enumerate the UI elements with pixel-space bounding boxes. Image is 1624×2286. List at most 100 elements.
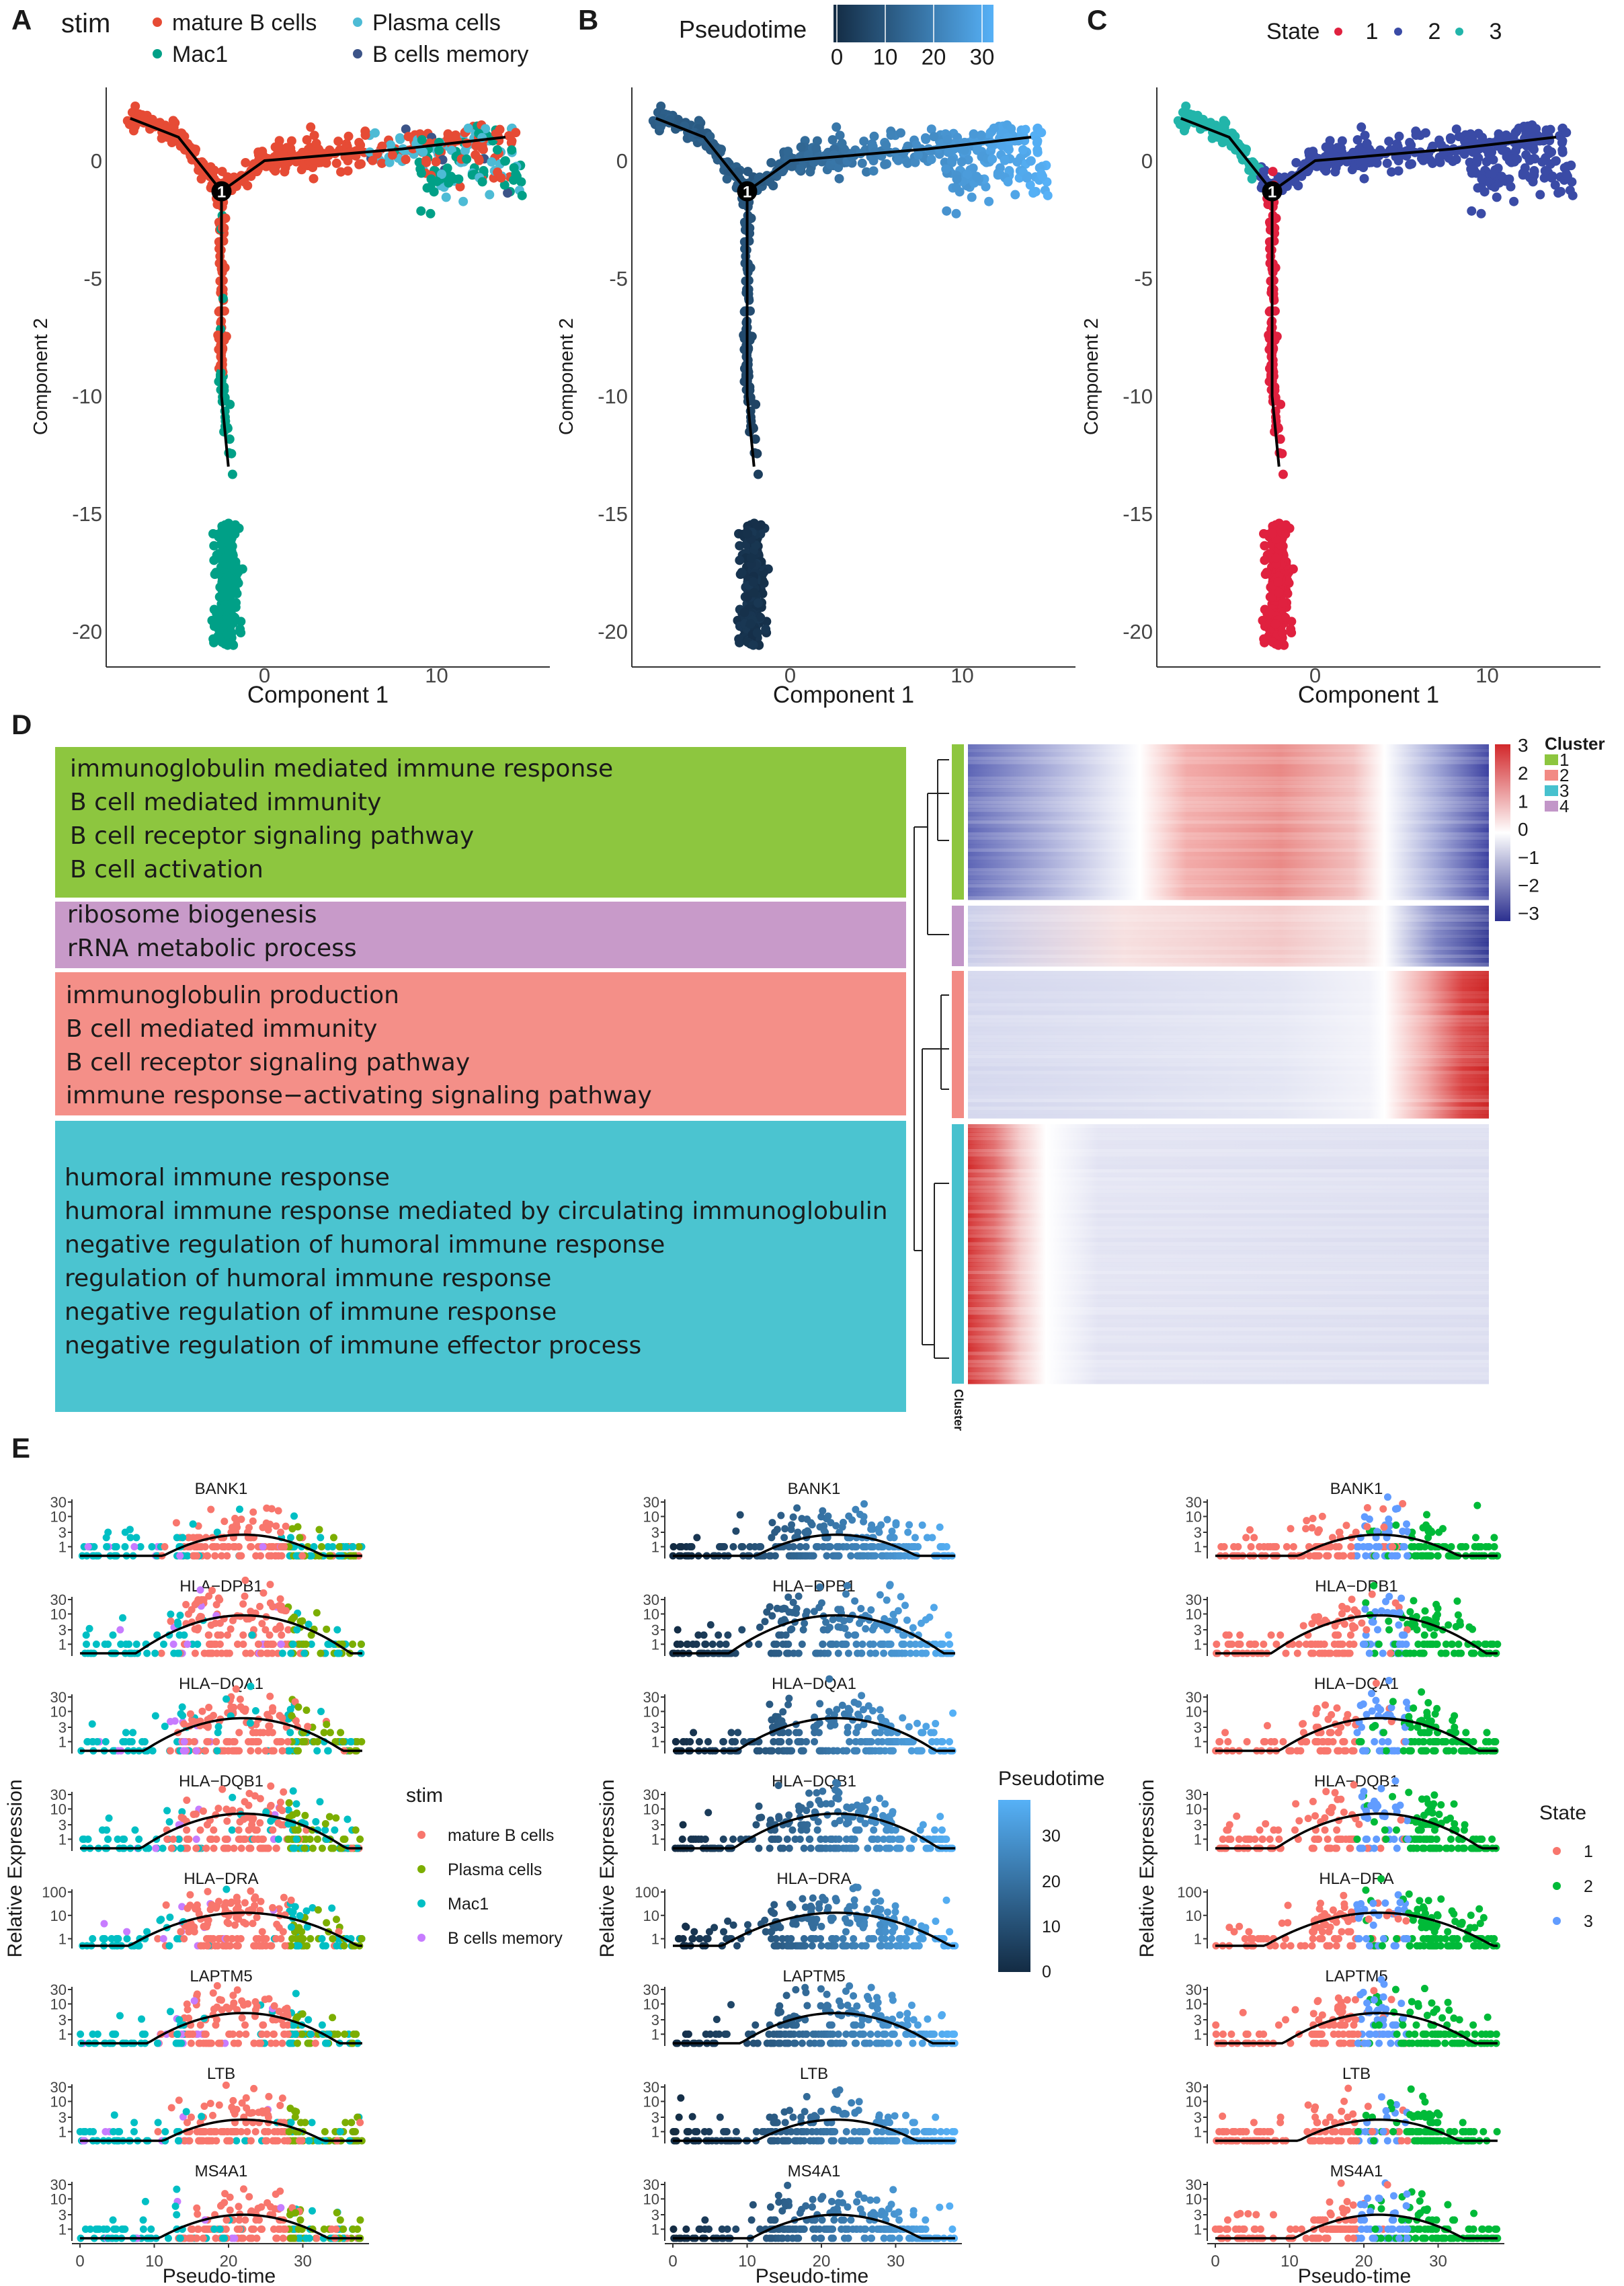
data-point <box>189 1717 197 1725</box>
cell-point <box>512 171 522 182</box>
heatmap-row <box>968 906 1489 910</box>
panel-label: E <box>11 1432 30 1464</box>
data-point <box>692 1640 700 1648</box>
data-point <box>317 1534 325 1542</box>
data-point <box>846 1737 854 1745</box>
data-point <box>1430 1631 1438 1639</box>
data-point <box>329 1534 337 1542</box>
heatmap-row <box>968 1050 1489 1055</box>
cell-point <box>880 159 890 169</box>
heatmap-row <box>968 764 1489 769</box>
data-point <box>886 1534 894 1542</box>
data-point <box>1432 1614 1440 1622</box>
cell-point <box>434 145 444 155</box>
data-point <box>329 1542 337 1550</box>
cell-point <box>443 129 453 139</box>
cell-point <box>1286 624 1296 634</box>
data-point <box>161 1542 169 1550</box>
legend-dot <box>353 49 362 58</box>
cell-point <box>130 101 140 111</box>
legend-label: 3 <box>1490 19 1502 44</box>
data-point <box>1494 1640 1502 1648</box>
cell-point <box>1405 159 1415 169</box>
cell-point <box>835 130 845 141</box>
heatmap-row <box>968 807 1489 813</box>
y-tick-label: -20 <box>72 620 102 643</box>
data-point <box>175 1649 183 1657</box>
data-point <box>876 1591 884 1599</box>
data-point <box>911 1534 919 1542</box>
data-point <box>1410 1704 1418 1712</box>
data-point <box>1490 1542 1498 1550</box>
heatmap-row <box>968 1098 1489 1103</box>
data-point <box>1334 1640 1342 1648</box>
cell-point <box>218 214 229 225</box>
data-point <box>875 1542 883 1550</box>
data-point <box>298 1617 307 1625</box>
data-point <box>890 1649 898 1657</box>
cell-point <box>1026 156 1036 166</box>
cell-point <box>746 553 756 563</box>
cell-point <box>967 192 977 202</box>
data-point <box>241 1707 249 1715</box>
heatmap-row <box>968 1124 1489 1129</box>
data-point <box>839 1518 847 1526</box>
data-point <box>1335 1528 1343 1536</box>
data-point <box>1435 1528 1443 1536</box>
cell-point <box>753 598 763 608</box>
cell-point <box>223 588 233 598</box>
colorbar-tick-label: 0 <box>1518 819 1529 840</box>
trajectory-line <box>655 117 1032 194</box>
data-point <box>918 1521 926 1529</box>
cell-point <box>859 136 869 147</box>
heatmap-row <box>968 1314 1489 1320</box>
data-point <box>1230 1542 1238 1550</box>
data-point <box>148 1542 156 1550</box>
data-point <box>1448 1640 1456 1648</box>
cell-point <box>241 157 251 167</box>
data-point <box>1242 1534 1250 1542</box>
data-point <box>247 1649 255 1657</box>
heatmap-row <box>968 816 1489 821</box>
cell-point <box>766 157 776 167</box>
heatmap-row <box>968 855 1489 861</box>
cell-point <box>477 177 487 187</box>
data-point <box>1385 1515 1393 1523</box>
data-point <box>676 1640 684 1648</box>
data-point <box>1303 1517 1311 1525</box>
cell-point <box>827 135 838 145</box>
cell-point <box>1446 134 1456 145</box>
data-point <box>1393 1505 1402 1513</box>
heatmap-row <box>968 1375 1489 1380</box>
data-point <box>813 1721 821 1729</box>
cell-point <box>811 143 821 153</box>
data-point <box>1347 1552 1355 1560</box>
heatmap-row <box>968 1094 1489 1099</box>
data-point <box>231 1737 239 1745</box>
heatmap-row <box>968 1042 1489 1048</box>
data-point <box>196 1586 204 1594</box>
data-point <box>307 1552 315 1560</box>
data-point <box>1382 1747 1390 1755</box>
data-point <box>1375 1640 1383 1648</box>
cell-point <box>831 122 842 132</box>
cell-point <box>1043 190 1053 200</box>
data-point <box>1423 1511 1431 1519</box>
data-point <box>1490 1534 1498 1542</box>
data-point <box>285 1747 293 1755</box>
branch-point <box>211 181 232 202</box>
cell-point <box>969 129 979 139</box>
heatmap-row <box>968 914 1489 918</box>
data-point <box>774 1747 782 1755</box>
cell-point <box>354 159 364 169</box>
data-point <box>672 1737 680 1745</box>
heatmap-row <box>968 832 1489 836</box>
data-point <box>1315 1613 1323 1621</box>
cell-point <box>1270 619 1281 629</box>
cell-point <box>217 528 227 539</box>
data-point <box>1378 1737 1386 1745</box>
cell-point <box>455 182 465 192</box>
data-point <box>222 1737 231 1745</box>
